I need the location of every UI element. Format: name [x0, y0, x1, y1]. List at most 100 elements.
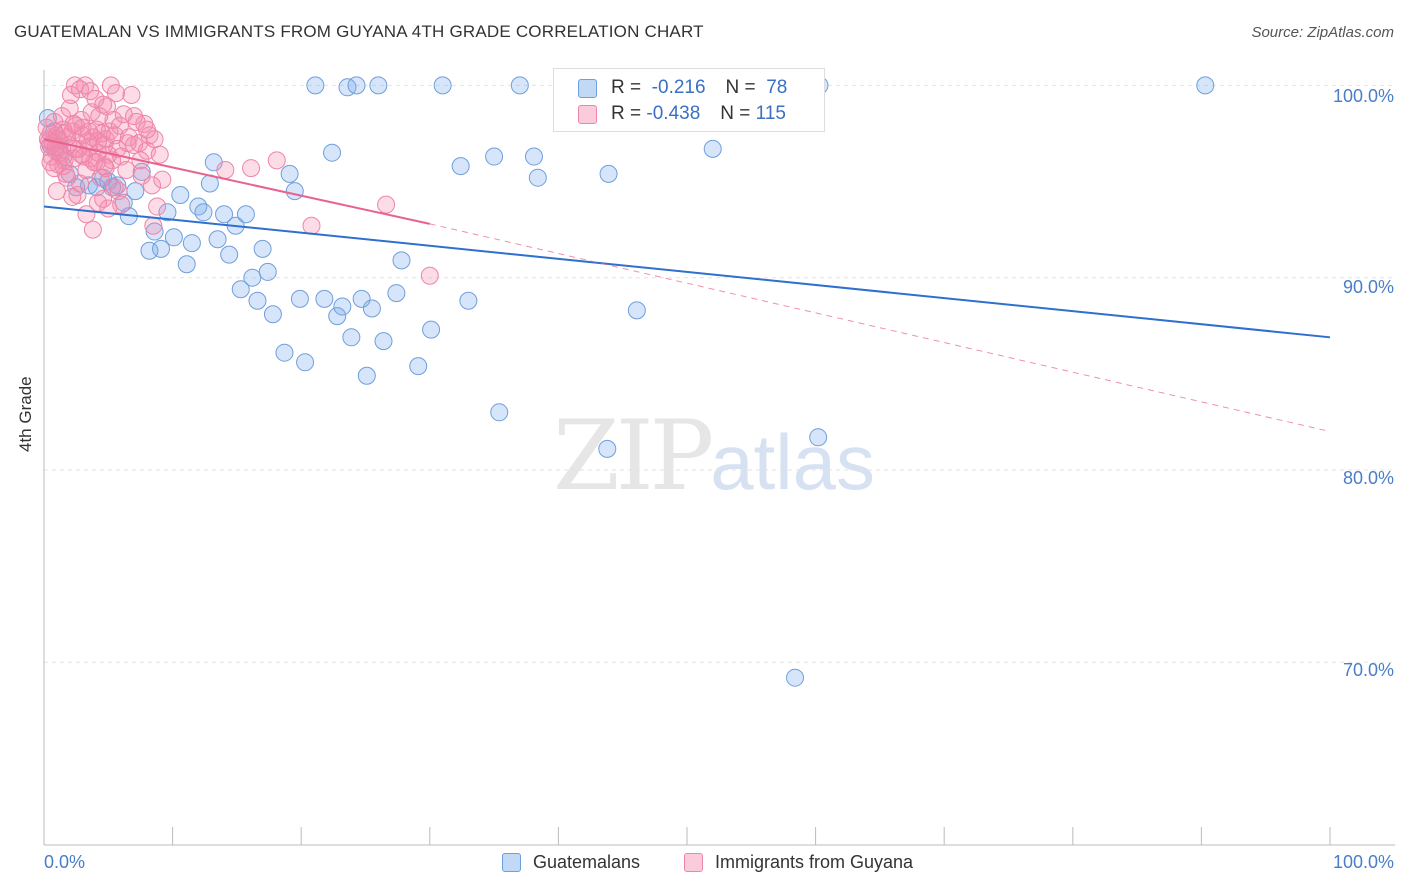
source-credit: Source: ZipAtlas.com — [1251, 24, 1394, 41]
correlation-legend: R = -0.216 N = 78 R = -0.438 N = 115 — [553, 68, 825, 132]
guyana-trend-line — [43, 138, 431, 225]
guatemalan-point — [510, 76, 529, 95]
guyana-point — [153, 170, 172, 189]
legend-r-label: R = — [611, 77, 642, 98]
guatemalan-point — [132, 162, 151, 181]
guyana-point — [137, 120, 156, 139]
guyana-point — [76, 76, 95, 95]
guatemalan-point — [236, 205, 255, 224]
y-tick-label: 100.0% — [1332, 86, 1394, 106]
guyana-point — [144, 216, 163, 235]
guatemalan-point — [220, 245, 239, 264]
guatemalan-point — [786, 668, 805, 687]
guatemalan-point — [433, 76, 452, 95]
guatemalan-point — [357, 366, 376, 385]
guyana-point — [107, 84, 126, 103]
guyana-points — [37, 76, 439, 285]
guatemalan-point — [315, 289, 334, 308]
guatemalan-point — [182, 234, 201, 253]
guyana-point — [89, 132, 108, 151]
blue-swatch-icon — [502, 853, 521, 872]
guatemalan-point — [243, 268, 262, 287]
guatemalan-point — [598, 439, 617, 458]
guatemalan-point — [171, 186, 190, 204]
guyana-point — [122, 86, 141, 104]
guyana-point — [80, 122, 99, 141]
legend-r-label: R = — [611, 103, 642, 124]
guyana-point — [143, 176, 162, 195]
guatemalan-point — [362, 299, 381, 318]
guatemalan-point — [323, 143, 342, 162]
y-axis-label: 4th Grade — [16, 376, 35, 452]
guyana-point — [216, 161, 235, 179]
guatemalan-point — [158, 203, 177, 222]
guyana-point — [377, 195, 396, 214]
pink-swatch-icon — [578, 104, 597, 124]
watermark: ZIPatlas — [553, 400, 875, 512]
guatemalan-point — [215, 205, 234, 224]
guatemalan-point — [328, 307, 347, 326]
guatemalan-point — [338, 78, 357, 97]
guyana-point — [267, 151, 286, 170]
guatemalan-point — [490, 403, 509, 422]
trend-lines — [43, 138, 1331, 433]
guatemalan-point — [296, 353, 315, 372]
guatemalan-point — [253, 239, 272, 258]
guyana-point — [302, 216, 321, 235]
pink-swatch-icon — [684, 853, 703, 872]
guyana-point — [62, 86, 81, 104]
legend-r-value: -0.216 — [651, 77, 706, 98]
guyana-point — [242, 159, 261, 178]
guyana-point — [150, 145, 169, 164]
guatemalan-point — [263, 305, 282, 324]
x-tick-label-min: 0.0% — [44, 852, 86, 872]
guatemalan-point — [248, 291, 267, 310]
watermark-zip: ZIP — [553, 400, 714, 512]
guyana-point — [95, 157, 114, 176]
guatemalan-point — [285, 182, 304, 201]
guatemalan-point — [347, 76, 366, 95]
guyana-point — [58, 168, 77, 187]
guyana-point — [148, 197, 167, 216]
x-tick-label-max: 100.0% — [1332, 852, 1394, 872]
guyana-point — [94, 189, 113, 208]
guatemalan-point — [275, 343, 294, 362]
guyana-point — [118, 134, 137, 153]
guyana-trend-extension — [429, 223, 1331, 433]
guatemalan-point — [189, 197, 208, 216]
y-tick-label: 80.0% — [1342, 468, 1394, 488]
guatemalan-point — [1196, 76, 1215, 95]
guatemalan-point — [126, 182, 145, 201]
guatemalan-point — [528, 168, 547, 187]
bottom-legend-label: Guatemalans — [533, 852, 641, 872]
guatemalan-point — [140, 241, 159, 260]
guatemalan-point — [164, 228, 183, 247]
guatemalan-point — [333, 297, 352, 316]
guatemalan-point — [459, 291, 478, 310]
watermark-atlas: atlas — [710, 418, 875, 506]
guatemalan-point — [258, 262, 277, 281]
guyana-point — [420, 266, 439, 285]
bottom-legend-guyana: Immigrants from Guyana — [684, 852, 913, 873]
bottom-legend-label: Immigrants from Guyana — [715, 852, 914, 872]
guatemalan-point — [451, 157, 470, 176]
legend-n-value: 78 — [766, 77, 788, 98]
guatemalan-point — [485, 147, 504, 166]
guatemalan-point — [703, 139, 722, 158]
guatemalan-point — [627, 301, 646, 320]
guatemalan-point — [87, 178, 106, 197]
guatemalan-point — [392, 251, 411, 270]
y-tick-label: 90.0% — [1342, 277, 1394, 297]
guatemalan-point — [809, 428, 828, 447]
guyana-point — [90, 107, 109, 126]
legend-row-guatemalans: R = -0.216 N = 78 — [578, 76, 787, 100]
guatemalan-point — [114, 193, 133, 212]
guatemalan-point — [194, 203, 213, 222]
guatemalan-point — [342, 328, 361, 347]
legend-r-value: -0.438 — [646, 103, 701, 124]
chart-title: GUATEMALAN VS IMMIGRANTS FROM GUYANA 4TH… — [14, 22, 704, 41]
guyana-point — [83, 220, 102, 239]
guatemalan-point — [387, 284, 406, 303]
guatemalan-point — [524, 147, 543, 166]
guatemalan-point — [177, 255, 196, 274]
